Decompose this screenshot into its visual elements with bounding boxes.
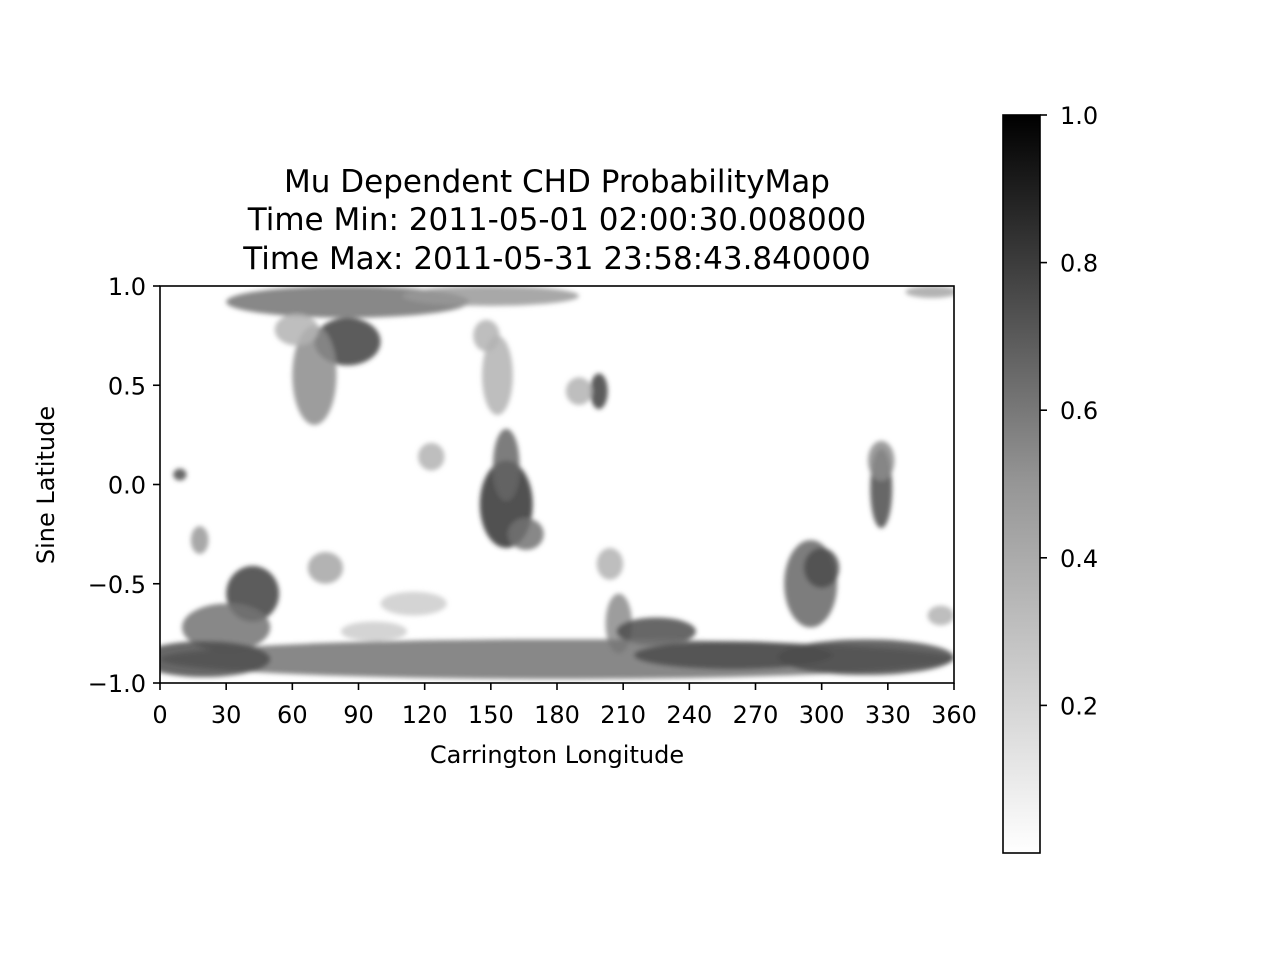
chart-title-line-1: Mu Dependent CHD ProbabilityMap (284, 164, 830, 200)
plot-background (160, 286, 954, 683)
heatmap-region-27 (867, 440, 895, 481)
x-tick-label: 30 (211, 701, 242, 729)
heatmap-region-15 (190, 526, 209, 554)
x-tick-label: 330 (865, 701, 911, 729)
x-tick-label: 120 (402, 701, 448, 729)
heatmap-region-4 (292, 325, 337, 425)
heatmap-region-32 (927, 605, 954, 626)
colorbar-tick-label: 0.2 (1060, 692, 1098, 720)
heatmap-region-7 (473, 319, 500, 352)
heatmap-region-2 (905, 286, 954, 298)
x-tick-label: 90 (343, 701, 374, 729)
x-axis-label: Carrington Longitude (430, 741, 684, 769)
y-tick-label: 0.0 (108, 472, 146, 500)
heatmap-region-10 (418, 442, 445, 471)
x-tick-label: 240 (666, 701, 712, 729)
heatmap-region-9 (565, 377, 593, 406)
x-tick-label: 210 (600, 701, 646, 729)
heatmap-region-17 (182, 603, 271, 652)
x-tick-label: 150 (468, 701, 514, 729)
heatmap-region-6 (482, 335, 513, 416)
x-tick-label: 180 (534, 701, 580, 729)
heatmap-region-1 (402, 286, 580, 306)
heatmap-region-5 (274, 313, 319, 346)
y-axis-label: Sine Latitude (32, 406, 60, 564)
heatmap-region-20 (340, 621, 408, 642)
heatmap-region-21 (596, 548, 624, 580)
heatmap-region-14 (173, 468, 187, 481)
x-tick-label: 300 (799, 701, 845, 729)
heatmap-region-12 (493, 428, 520, 501)
x-tick-label: 0 (152, 701, 167, 729)
y-tick-label: 0.5 (108, 372, 146, 400)
x-tick-label: 270 (733, 701, 779, 729)
y-tick-label: 1.0 (108, 273, 146, 301)
colorbar-tick-label: 0.4 (1060, 545, 1098, 573)
heatmap-region-13 (508, 518, 544, 551)
colorbar-tick-label: 1.0 (1060, 102, 1098, 130)
x-axis: 0 30 60 90 120 150 180 210 240 270 300 330 360 (152, 683, 977, 729)
chart-title-line-2: Time Min: 2011-05-01 02:00:30.008000 (247, 202, 866, 238)
y-axis: 1.0 0.5 0.0 −0.5 −1.0 (88, 273, 160, 698)
y-tick-label: −1.0 (88, 670, 146, 698)
colorbar-axis: 1.0 0.8 0.6 0.4 0.2 (1040, 102, 1098, 720)
heatmap-region-19 (380, 591, 447, 616)
x-tick-label: 360 (931, 701, 977, 729)
y-tick-label: −0.5 (88, 571, 146, 599)
colorbar-tick-label: 0.8 (1060, 250, 1098, 278)
heatmap-region-23 (616, 617, 696, 646)
heatmap-region-8 (590, 373, 608, 410)
chart-title-line-3: Time Max: 2011-05-31 23:58:43.840000 (242, 241, 871, 277)
colorbar-tick-label: 0.6 (1060, 397, 1098, 425)
colorbar (1002, 114, 1041, 854)
heatmap-layer (160, 286, 954, 680)
heatmap-region-18 (307, 551, 344, 584)
heatmap-region-31 (634, 641, 833, 670)
heatmap-region-25 (804, 548, 840, 588)
heatmap-region-30 (777, 639, 954, 676)
x-tick-label: 60 (277, 701, 308, 729)
heatmap-region-29 (160, 641, 271, 678)
